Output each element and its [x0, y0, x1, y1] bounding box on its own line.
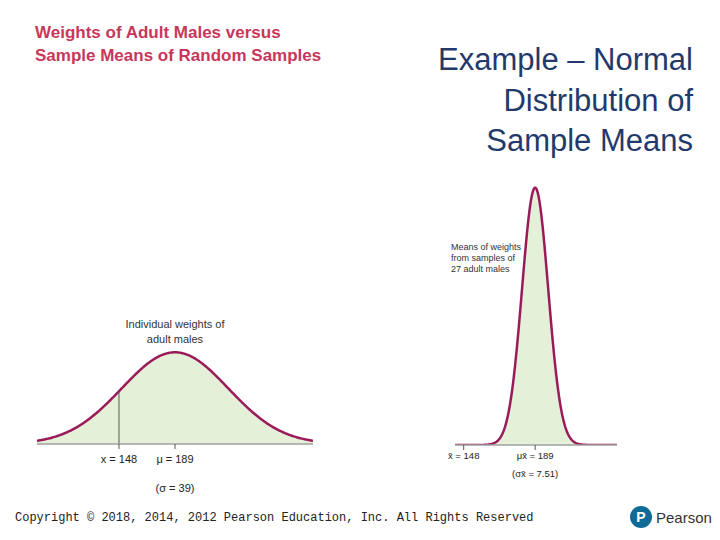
chart-label: Individual weights of	[125, 318, 225, 330]
chart-label: Means of weights	[451, 242, 522, 252]
normal-curve	[455, 188, 617, 445]
x-tick-label: μ = 189	[156, 453, 193, 465]
logo-text: Pearson	[656, 509, 712, 526]
x-tick-label: x = 148	[101, 453, 137, 465]
x-tick-label: x̄ = 148	[448, 450, 479, 461]
sd-label: (σ = 39)	[156, 482, 195, 494]
curve-area	[455, 188, 617, 445]
chart: x = 148 μ = 189 (σ = 39) Individual weights…	[37, 318, 313, 494]
subtitle: Weights of Adult Males versus	[35, 23, 281, 42]
chart-label: from samples of	[451, 253, 516, 263]
subtitle: Sample Means of Random Samples	[35, 46, 321, 65]
logo-icon-letter: P	[636, 509, 645, 525]
x-tick	[118, 444, 119, 449]
title: Distribution of	[503, 83, 693, 118]
chart-label: adult males	[147, 333, 204, 345]
background	[0, 0, 720, 540]
cutoff-line	[118, 391, 119, 444]
normal-curve	[37, 352, 313, 441]
curve-area	[37, 352, 313, 444]
title: Sample Means	[486, 123, 693, 158]
title: Example – Normal	[438, 42, 693, 77]
x-axis	[455, 444, 617, 446]
x-tick	[175, 444, 176, 449]
footer: Copyright © 2018, 2014, 2012 Pearson Edu…	[15, 511, 533, 525]
sd-label: (σx̄ = 7.51)	[512, 468, 558, 479]
slide: Weights of Adult Males versus Sample Mean…	[0, 0, 720, 540]
chart-label: 27 adult males	[451, 264, 510, 274]
logo-icon	[630, 506, 652, 528]
chart: x̄ = 148 μx̄ = 189 (σx̄ = 7.51) Means of we…	[448, 188, 617, 479]
x-tick-label: μx̄ = 189	[517, 450, 554, 461]
plot-area	[37, 352, 313, 444]
plot-area	[455, 188, 617, 445]
